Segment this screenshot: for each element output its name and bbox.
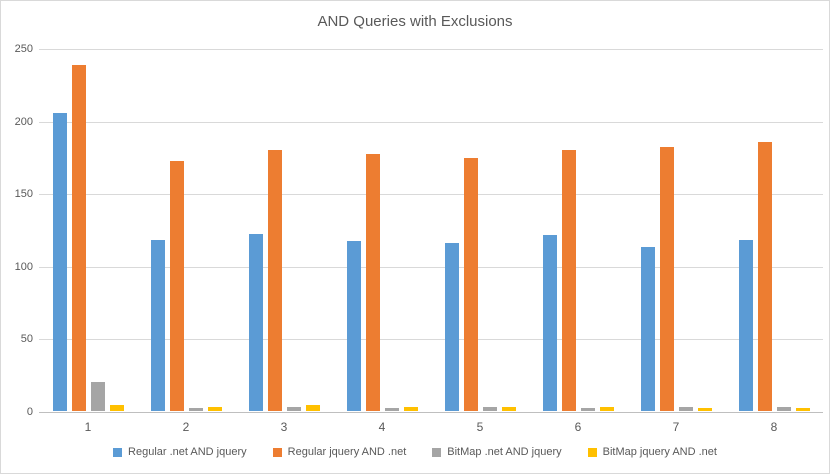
x-axis-line [39,412,823,413]
bar-series-2-category-1 [71,65,86,411]
y-tick-label-150: 150 [14,188,33,201]
bar-series-1-category-7 [640,246,655,411]
legend-swatch-icon [587,447,597,457]
legend-item-2: Regular jquery AND .net [272,446,407,458]
x-tick-label-7: 7 [672,420,680,434]
x-tick-label-8: 8 [770,420,778,434]
bar-series-4-category-4 [403,406,418,411]
chart-legend: Regular .net AND jquery Regular jquery AN… [1,446,829,458]
bar-series-1-category-4 [346,241,361,411]
legend-label: Regular jquery AND .net [287,446,407,458]
x-tick-label-6: 6 [574,420,582,434]
y-tick-label-0: 0 [26,406,33,418]
bar-series-2-category-3 [267,149,282,411]
plot-area [39,49,823,413]
bar-series-2-category-2 [169,161,184,411]
bar-series-4-category-1 [109,405,124,411]
bar-series-3-category-2 [188,408,203,411]
bar-series-4-category-8 [795,408,810,411]
bar-series-3-category-4 [384,408,399,411]
bar-series-4-category-3 [305,405,320,411]
legend-swatch-icon [113,447,123,457]
legend-item-4: BitMap jquery AND .net [587,446,717,458]
bar-series-1-category-5 [444,242,459,411]
bar-series-2-category-5 [463,158,478,411]
x-tick-label-5: 5 [476,420,484,434]
y-tick-label-250: 250 [14,43,33,55]
legend-label: BitMap .net AND jquery [447,446,562,458]
y-tick-label-50: 50 [20,333,33,346]
x-tick-label-4: 4 [378,420,386,434]
gridline-100 [39,266,823,268]
bar-series-3-category-6 [580,408,595,411]
x-tick-label-3: 3 [280,420,288,434]
x-tick-label-1: 1 [84,420,92,434]
legend-swatch-icon [432,447,442,457]
bar-series-4-category-2 [207,406,222,411]
bar-series-3-category-8 [776,406,791,411]
gridline-50 [39,339,823,341]
bar-series-2-category-7 [659,146,674,411]
legend-item-1: Regular .net AND jquery [113,446,247,458]
bar-series-3-category-5 [482,406,497,411]
gridline-200 [39,121,823,123]
bar-series-1-category-3 [248,233,263,411]
x-tick-label-2: 2 [182,420,190,434]
bar-series-4-category-7 [697,408,712,411]
bar-series-3-category-3 [286,406,301,411]
bar-series-1-category-1 [52,113,67,411]
chart-title: AND Queries with Exclusions [317,13,513,30]
gridline-150 [39,194,823,196]
y-tick-label-100: 100 [14,260,33,273]
bar-series-3-category-1 [90,381,105,411]
bar-series-1-category-6 [542,235,557,411]
bar-series-1-category-8 [738,239,753,411]
bar-series-2-category-4 [365,154,380,411]
legend-swatch-icon [272,447,282,457]
legend-label: BitMap jquery AND .net [602,446,717,458]
bar-series-4-category-5 [501,406,516,411]
bar-series-2-category-8 [757,142,772,411]
bar-series-3-category-7 [678,406,693,411]
bar-series-4-category-6 [599,406,614,411]
legend-item-3: BitMap .net AND jquery [432,446,562,458]
bar-series-1-category-2 [150,239,165,411]
legend-label: Regular .net AND jquery [128,446,247,458]
gridline-250 [39,49,823,50]
y-tick-label-200: 200 [14,115,33,128]
bar-series-2-category-6 [561,149,576,411]
